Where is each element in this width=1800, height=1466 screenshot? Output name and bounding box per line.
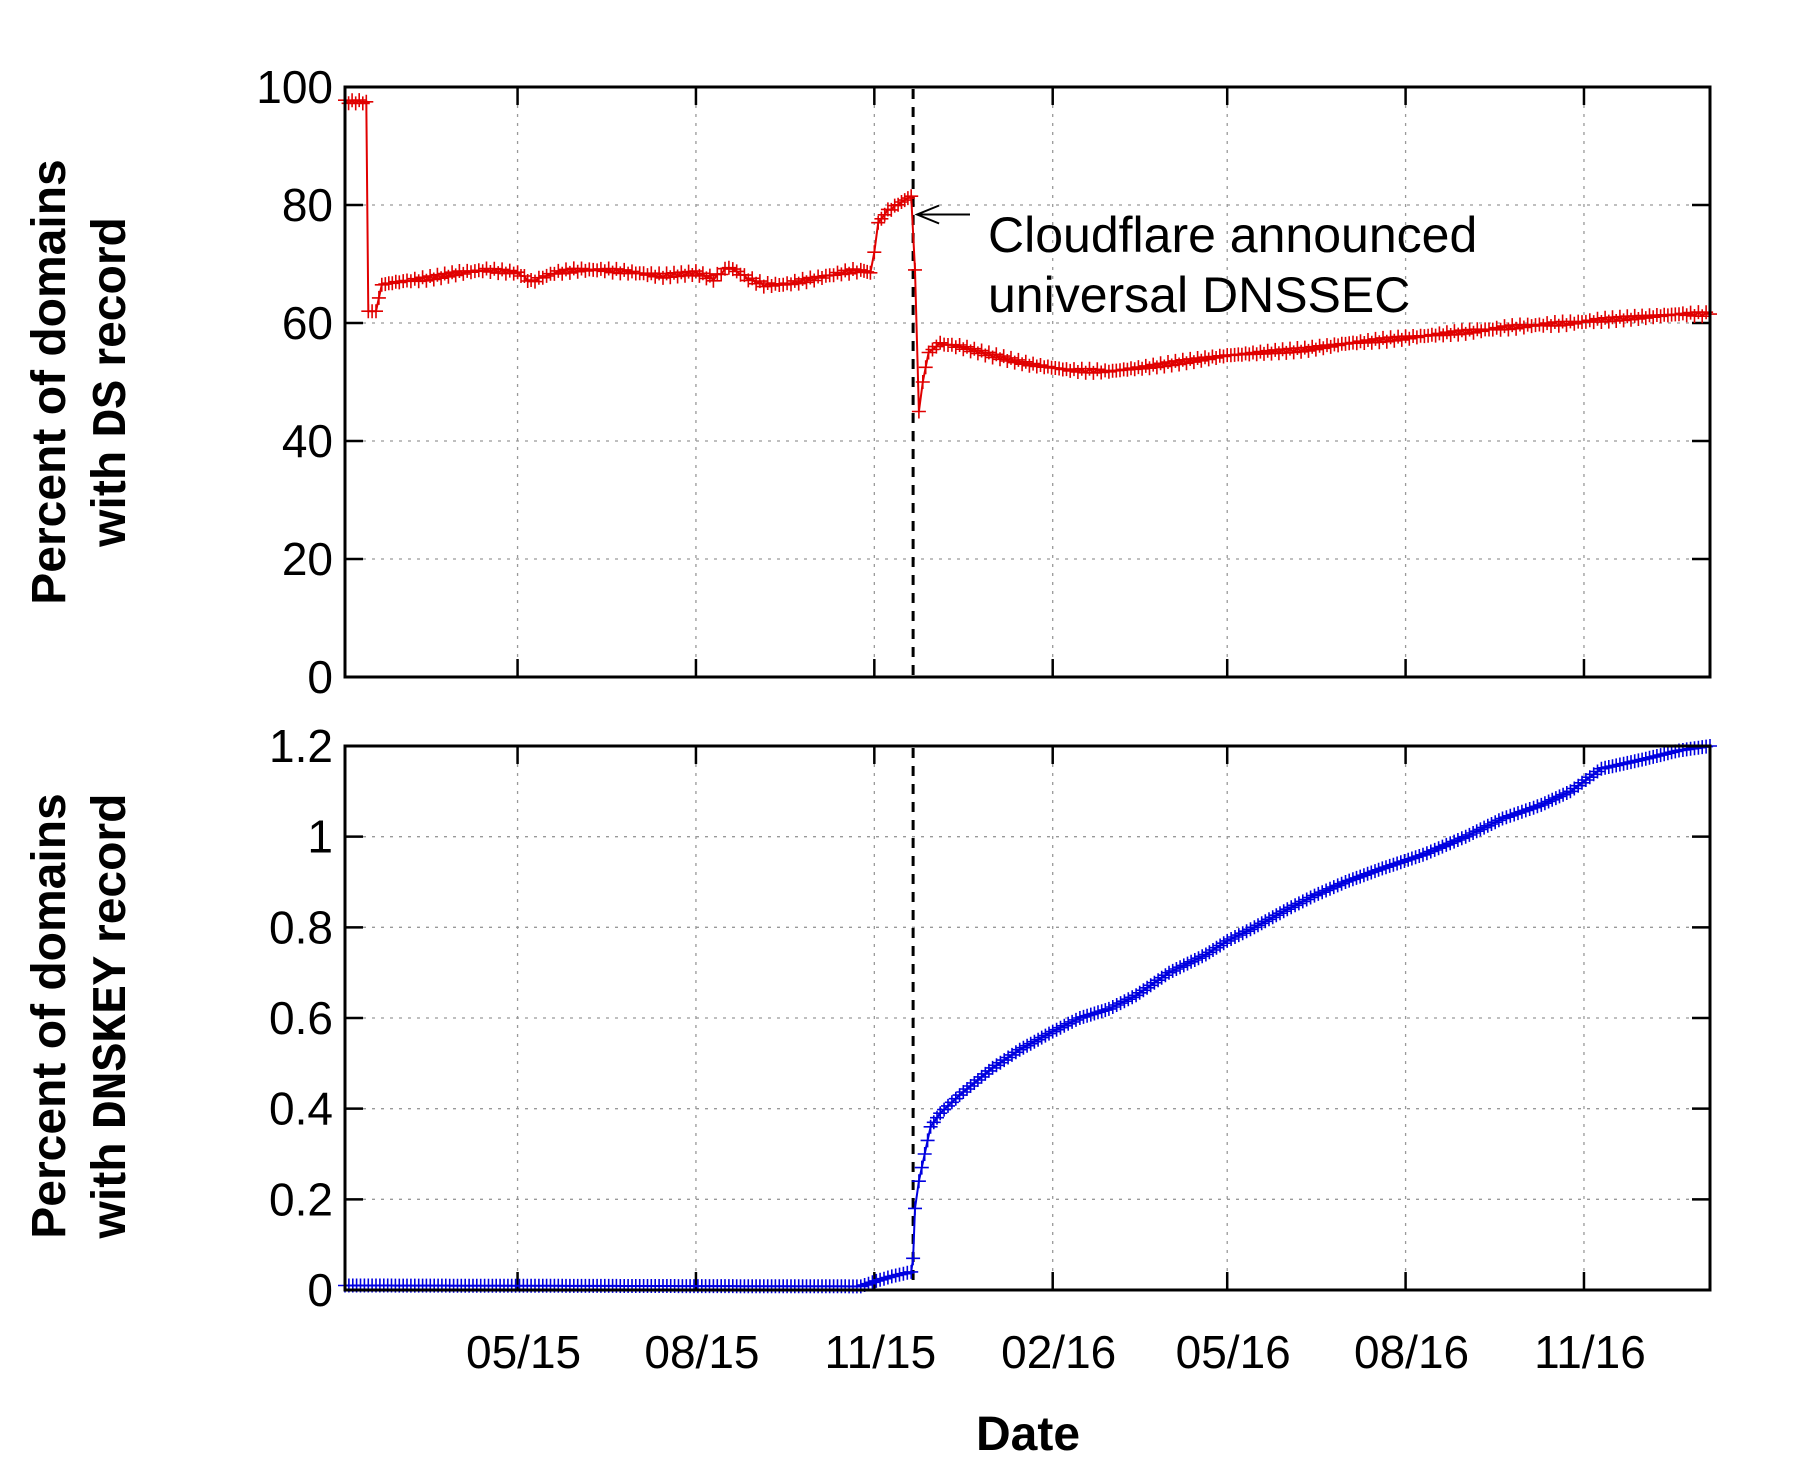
ds-y-axis-title-code: DS: [86, 380, 140, 438]
dnskey-y-axis-title-suffix: record: [83, 794, 136, 957]
dnskey-series-markers: [338, 739, 1717, 1294]
ds-y-tick-label: 0: [307, 651, 333, 703]
dnskey-y-axis-title-line2: with DNSKEY record: [83, 794, 140, 1240]
x-tick-label: 08/16: [1354, 1326, 1469, 1378]
dnskey-y-axis-title-line1: Percent of domains: [23, 793, 76, 1238]
annotation-line2: universal DNSSEC: [988, 267, 1410, 323]
dnskey-y-tick-label: 1.2: [269, 720, 333, 772]
x-tick-label: 11/15: [824, 1326, 936, 1378]
x-tick-label: 05/16: [1176, 1326, 1291, 1378]
dnskey-panel: 00.20.40.60.811.2 05/15 08/15 11/15 02/16 05…: [23, 720, 1717, 1461]
x-tick-label: 08/15: [644, 1326, 759, 1378]
dnskey-series: [338, 739, 1717, 1294]
ds-y-axis-title-suffix: record: [83, 217, 136, 380]
dnskey-y-tick-label: 0.8: [269, 901, 333, 953]
dnskey-tickmarks: [345, 744, 1710, 1292]
x-tick-labels: 05/15 08/15 11/15 02/16 05/16 08/16 11/16: [466, 1326, 1646, 1378]
dnskey-y-axis-title-prefix: with: [83, 1129, 136, 1239]
x-axis-title: Date: [976, 1408, 1080, 1461]
annotation-line1: Cloudflare announced: [988, 207, 1477, 263]
ds-y-tick-label: 80: [282, 179, 333, 231]
dnskey-y-axis-title-code: DNSKEY: [86, 956, 140, 1129]
ds-panel: 0 20 40 60 80 100 Cloudflare announced univer…: [23, 61, 1717, 703]
ds-gridlines: [345, 87, 1710, 677]
dnskey-y-tick-label: 0.6: [269, 992, 333, 1044]
ds-y-tick-label: 20: [282, 533, 333, 585]
ds-y-axis-title-line2: with DS record: [83, 217, 140, 548]
ds-y-axis-title-prefix: with: [83, 438, 136, 548]
dnskey-y-tick-label: 0.2: [269, 1173, 333, 1225]
x-tick-label: 05/15: [466, 1326, 581, 1378]
dnskey-y-tick-labels: 0 0.2 0.4 0.6 0.8 1 1.2: [269, 720, 333, 1316]
dnskey-y-tick-label: 0.4: [269, 1083, 333, 1135]
ds-tickmarks: [345, 85, 1710, 679]
ds-y-tick-label: 40: [282, 415, 333, 467]
x-tick-label: 02/16: [1001, 1326, 1116, 1378]
annotation: Cloudflare announced universal DNSSEC: [914, 204, 1477, 323]
ds-y-axis-title-line1: Percent of domains: [23, 159, 76, 604]
dnskey-plot-frame: [343, 744, 1712, 1292]
ds-y-tick-labels: 0 20 40 60 80 100: [256, 61, 333, 703]
ds-plot-frame: [343, 85, 1712, 679]
annotation-arrowhead: [914, 204, 940, 225]
dnskey-y-tick-label: 0: [307, 1264, 333, 1316]
dnskey-series-line: [345, 745, 1711, 1288]
dnskey-gridlines: [345, 746, 1710, 1290]
ds-y-tick-label: 100: [256, 61, 333, 113]
ds-y-tick-label: 60: [282, 297, 333, 349]
x-tick-label: 11/16: [1534, 1326, 1646, 1378]
dnskey-y-tick-label: 1: [307, 811, 333, 863]
